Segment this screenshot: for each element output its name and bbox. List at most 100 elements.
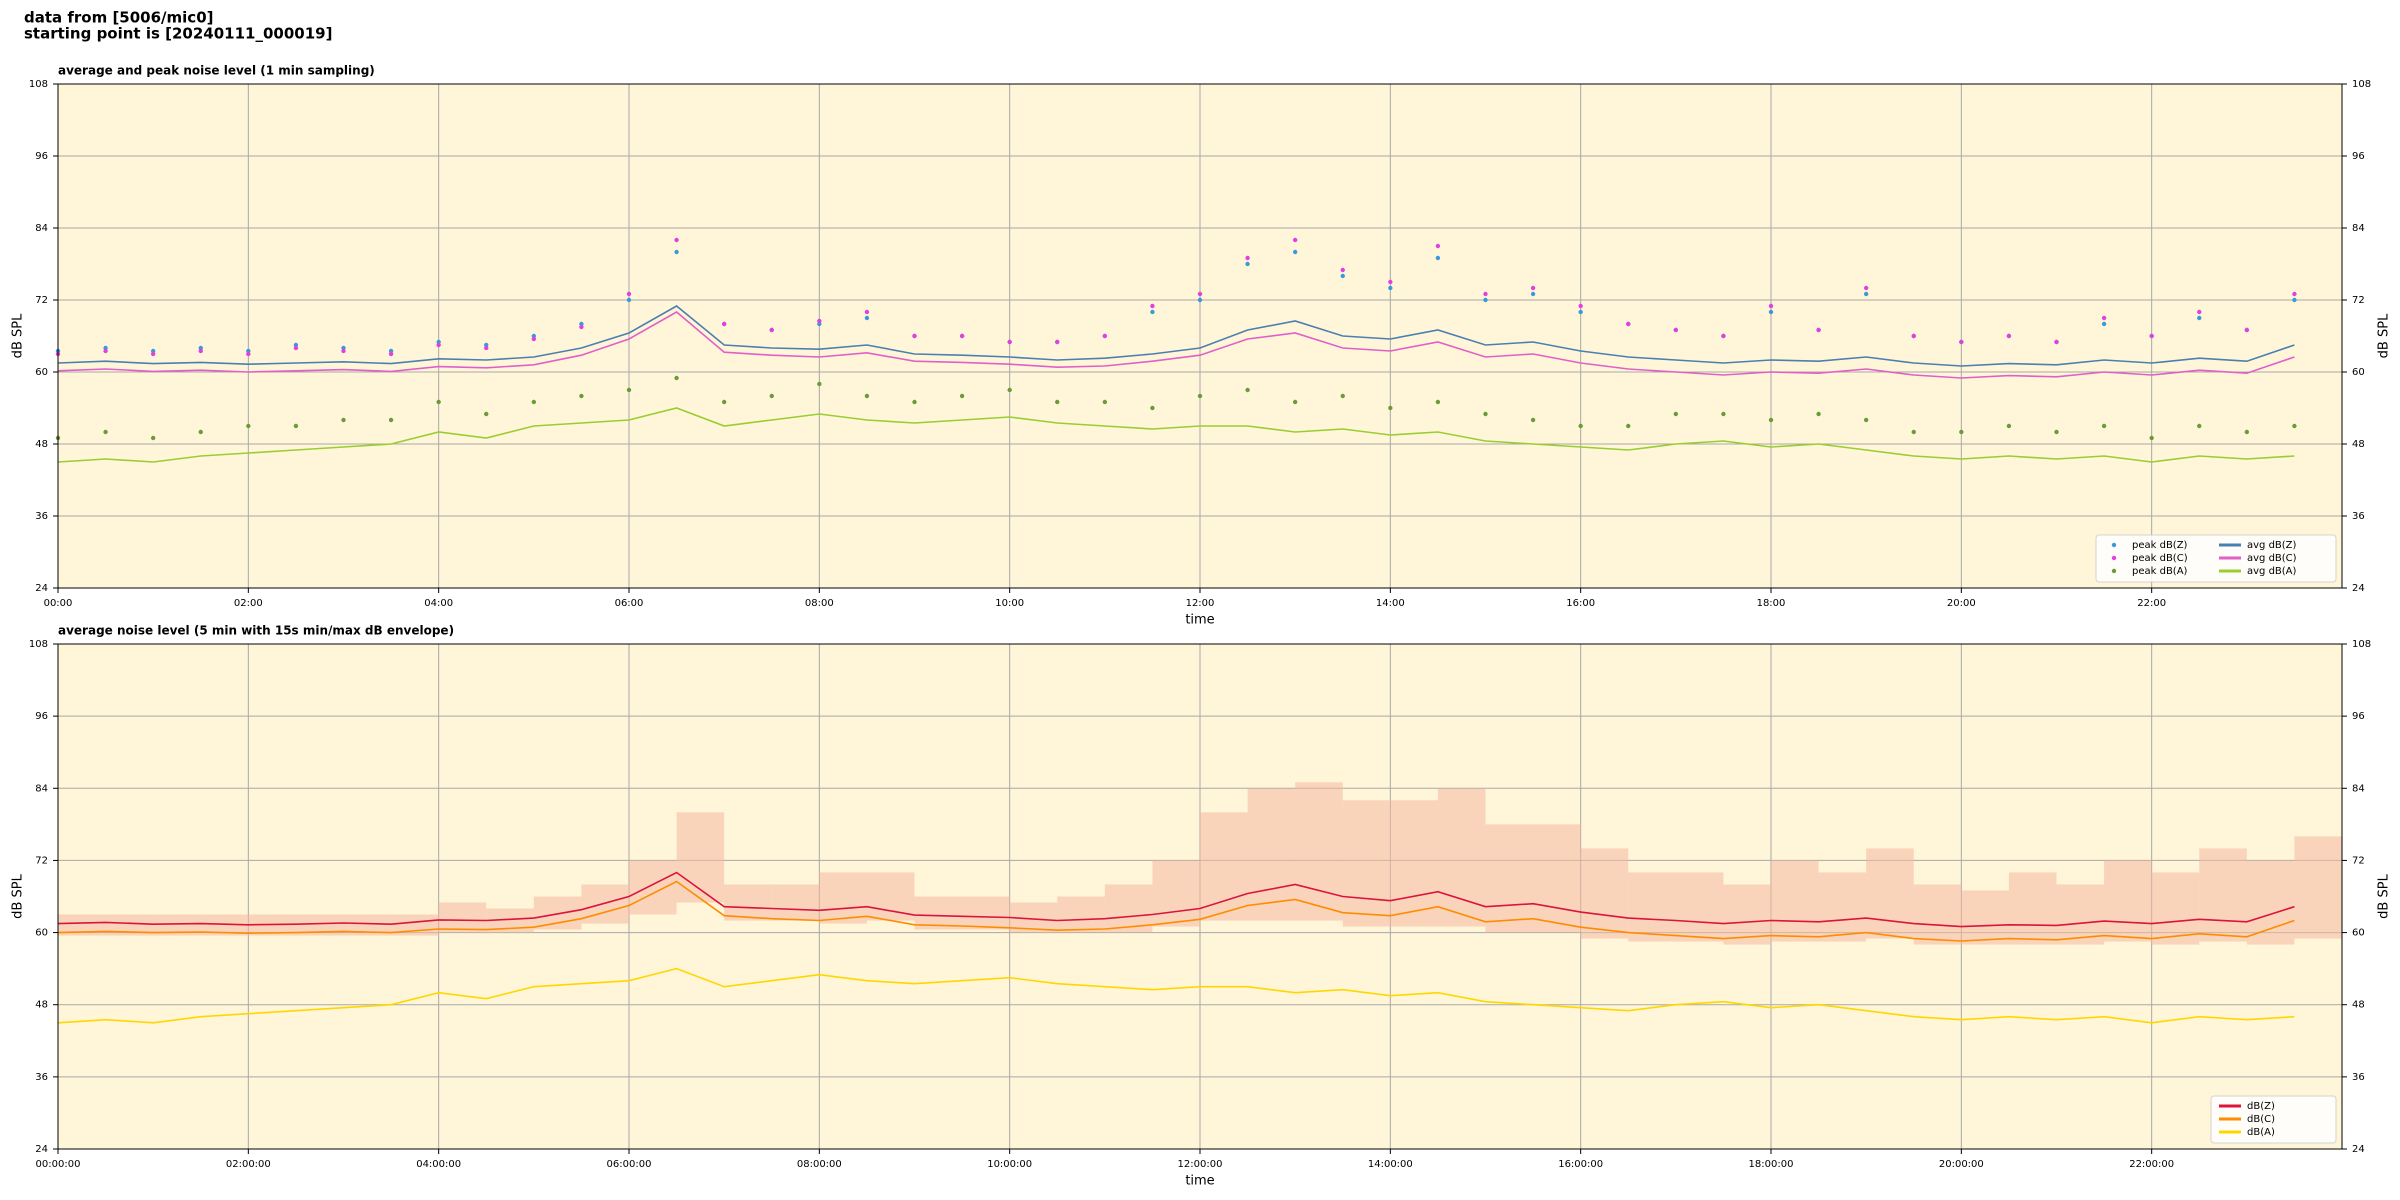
peak-dot [246, 423, 251, 429]
x-tick-label: 04:00 [424, 598, 453, 609]
peak-dot [2006, 333, 2012, 339]
peak-dot [1483, 291, 1488, 297]
peak-dot [103, 348, 108, 354]
y-tick-label: 60 [35, 367, 48, 378]
y-tick-label-right: 36 [2352, 1072, 2365, 1083]
envelope-band [629, 860, 677, 915]
peak-dot [2101, 423, 2107, 429]
peak-dot [1768, 417, 1774, 423]
peak-dot [1483, 297, 1488, 303]
peak-dot [2006, 423, 2012, 429]
y-tick-label: 108 [29, 639, 48, 650]
peak-dot [2244, 327, 2250, 333]
peak-dot [2292, 291, 2297, 297]
peak-dot [531, 399, 537, 405]
peak-dot [817, 318, 822, 324]
envelope-band [962, 896, 1010, 930]
series-line [57, 407, 2295, 463]
peak-dot [484, 411, 489, 417]
y-tick-label: 72 [35, 295, 48, 306]
x-tick-label: 10:00:00 [987, 1159, 1032, 1170]
x-tick-label: 14:00:00 [1368, 1159, 1413, 1170]
envelope-band [2246, 860, 2295, 945]
envelope-band [1628, 872, 1676, 942]
legend-label: avg dB(C) [2247, 553, 2297, 564]
peak-dot [1911, 429, 1916, 435]
peak-dot [1578, 423, 1583, 429]
y-tick-label: 48 [35, 439, 48, 450]
envelope-band [914, 896, 963, 930]
envelope-band [581, 884, 629, 924]
peak-dot [674, 237, 679, 243]
envelope-band [1961, 890, 2009, 945]
y-tick-label: 96 [35, 151, 48, 162]
peak-dot [1197, 393, 1203, 399]
peak-dot [626, 297, 632, 303]
peak-dot [1863, 291, 1869, 297]
x-tick-label: 04:00:00 [416, 1159, 461, 1170]
peak-dot [1007, 339, 1012, 345]
peak-dot [721, 321, 727, 327]
envelope-band [1200, 812, 1248, 921]
peak-dot [1721, 333, 1726, 339]
x-tick-label: 02:00 [234, 598, 263, 609]
peak-dot [769, 393, 774, 399]
peak-dot [1245, 255, 1250, 261]
envelope-band [1057, 896, 1105, 933]
peak-dot [1578, 303, 1583, 309]
envelope-band [1104, 884, 1153, 933]
peak-dot [864, 393, 870, 399]
peak-dot [864, 309, 870, 315]
envelope-band [295, 914, 344, 936]
legend-label: dB(C) [2247, 1114, 2275, 1125]
peak-dot [1388, 405, 1393, 411]
envelope-band [819, 872, 867, 924]
peak-dot [150, 351, 156, 357]
peak-dot [293, 423, 299, 429]
peak-dot [1055, 399, 1060, 405]
y-tick-label: 72 [35, 855, 48, 866]
x-axis-label: time [1185, 613, 1214, 628]
peak-dot [1055, 339, 1060, 345]
peak-dot [1673, 327, 1679, 333]
peak-dot [150, 435, 156, 441]
peak-dot [674, 375, 679, 381]
header-line: data from [5006/mic0] [24, 9, 214, 27]
x-tick-label: 18:00:00 [1749, 1159, 1794, 1170]
chart-title: average noise level (5 min with 15s min/… [58, 624, 454, 638]
peak-dot [959, 393, 965, 399]
peak-dot [1292, 249, 1298, 255]
envelope-band [2008, 872, 2057, 945]
envelope-band [200, 914, 249, 936]
envelope-band [1390, 800, 1438, 927]
x-tick-label: 12:00:00 [1178, 1159, 1223, 1170]
peak-dot [1768, 303, 1774, 309]
envelope-band [1913, 884, 1962, 945]
peak-dot [2101, 321, 2107, 327]
envelope-band [58, 914, 106, 936]
legend-marker [2111, 542, 2117, 548]
envelope-band [2104, 860, 2152, 942]
y-tick-label-right: 60 [2352, 367, 2365, 378]
envelope-band [1771, 860, 1819, 942]
legend-marker [2111, 555, 2117, 561]
y-tick-label-right: 84 [2352, 223, 2365, 234]
peak-dot [1816, 327, 1821, 333]
peak-dot [2292, 423, 2297, 429]
envelope-band [866, 872, 915, 921]
envelope-band [153, 914, 201, 936]
envelope-band [1152, 860, 1200, 927]
peak-dot [1959, 339, 1964, 345]
peak-dot [2054, 339, 2059, 345]
peak-dot [1483, 411, 1488, 417]
legend-box [2210, 1095, 2337, 1144]
peak-dot [1959, 429, 1964, 435]
peak-dot [1626, 321, 1631, 327]
peak-dot [2292, 297, 2297, 303]
y-tick-label: 84 [35, 223, 48, 234]
peak-dot [912, 399, 917, 405]
peak-dot [1816, 411, 1821, 417]
peak-dot [626, 291, 632, 297]
peak-dot [103, 429, 108, 435]
peak-dot [1150, 405, 1155, 411]
